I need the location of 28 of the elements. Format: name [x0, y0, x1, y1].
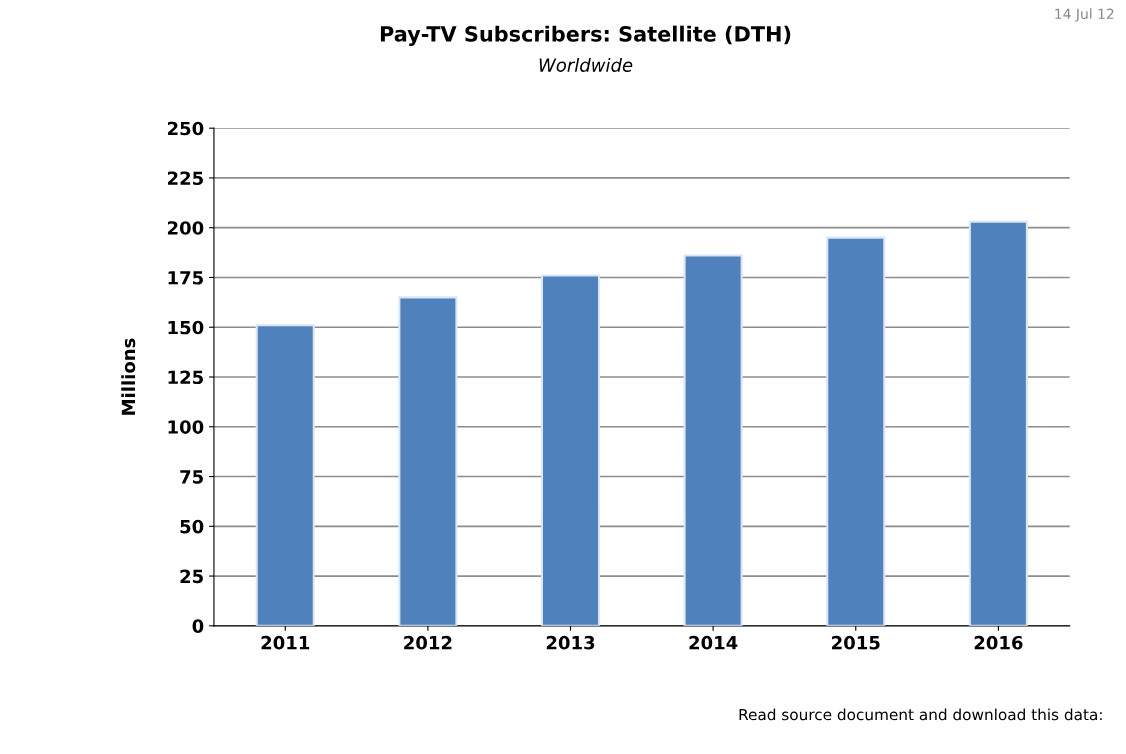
bar: [968, 220, 1028, 626]
y-tick-label: 200: [167, 221, 204, 235]
bar: [398, 296, 458, 626]
y-tick-label: 25: [180, 569, 203, 584]
y-tick-label: 150: [168, 320, 204, 335]
y-tick-label: 50: [180, 519, 204, 534]
bar: [683, 254, 743, 626]
y-tick-label: 100: [168, 420, 204, 434]
y-tick-label: 225: [167, 171, 203, 186]
x-tick-label: 2011: [261, 635, 310, 650]
x-tick-label: 2016: [974, 635, 1023, 650]
bar: [826, 236, 886, 626]
text: 14 Jul 12: [1055, 8, 1114, 22]
chart-title: Pay-TV Subscribers: Satellite (DTH): [380, 25, 791, 46]
x-tick-label: 2014: [689, 635, 738, 650]
y-tick-label: 0: [192, 619, 204, 633]
bar: [255, 324, 315, 626]
y-tick-label: 75: [180, 470, 203, 484]
text: Read source document and download this data:: [739, 708, 1102, 721]
chart-subtitle: Worldwide: [539, 57, 633, 72]
y-axis-title: Millions: [121, 338, 136, 415]
y-tick-label: 125: [168, 370, 203, 385]
y-tick-label: 175: [168, 271, 203, 285]
x-tick-label: 2015: [832, 635, 880, 650]
x-tick-label: 2012: [404, 635, 452, 650]
y-tick-label: 250: [167, 121, 204, 136]
x-tick-label: 2013: [546, 635, 595, 650]
bar: [540, 274, 601, 626]
